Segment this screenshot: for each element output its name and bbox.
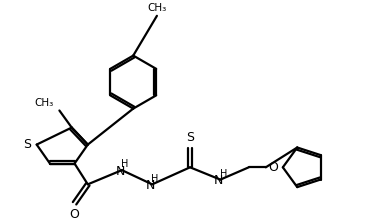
Text: H: H [220, 169, 227, 179]
Text: S: S [186, 131, 194, 144]
Text: N: N [214, 174, 223, 187]
Text: S: S [23, 138, 31, 151]
Text: CH₃: CH₃ [34, 98, 54, 108]
Text: H: H [151, 174, 159, 184]
Text: O: O [268, 161, 278, 174]
Text: H: H [121, 159, 128, 170]
Text: CH₃: CH₃ [147, 3, 167, 13]
Text: N: N [115, 165, 125, 178]
Text: N: N [146, 179, 155, 192]
Text: O: O [70, 208, 79, 221]
